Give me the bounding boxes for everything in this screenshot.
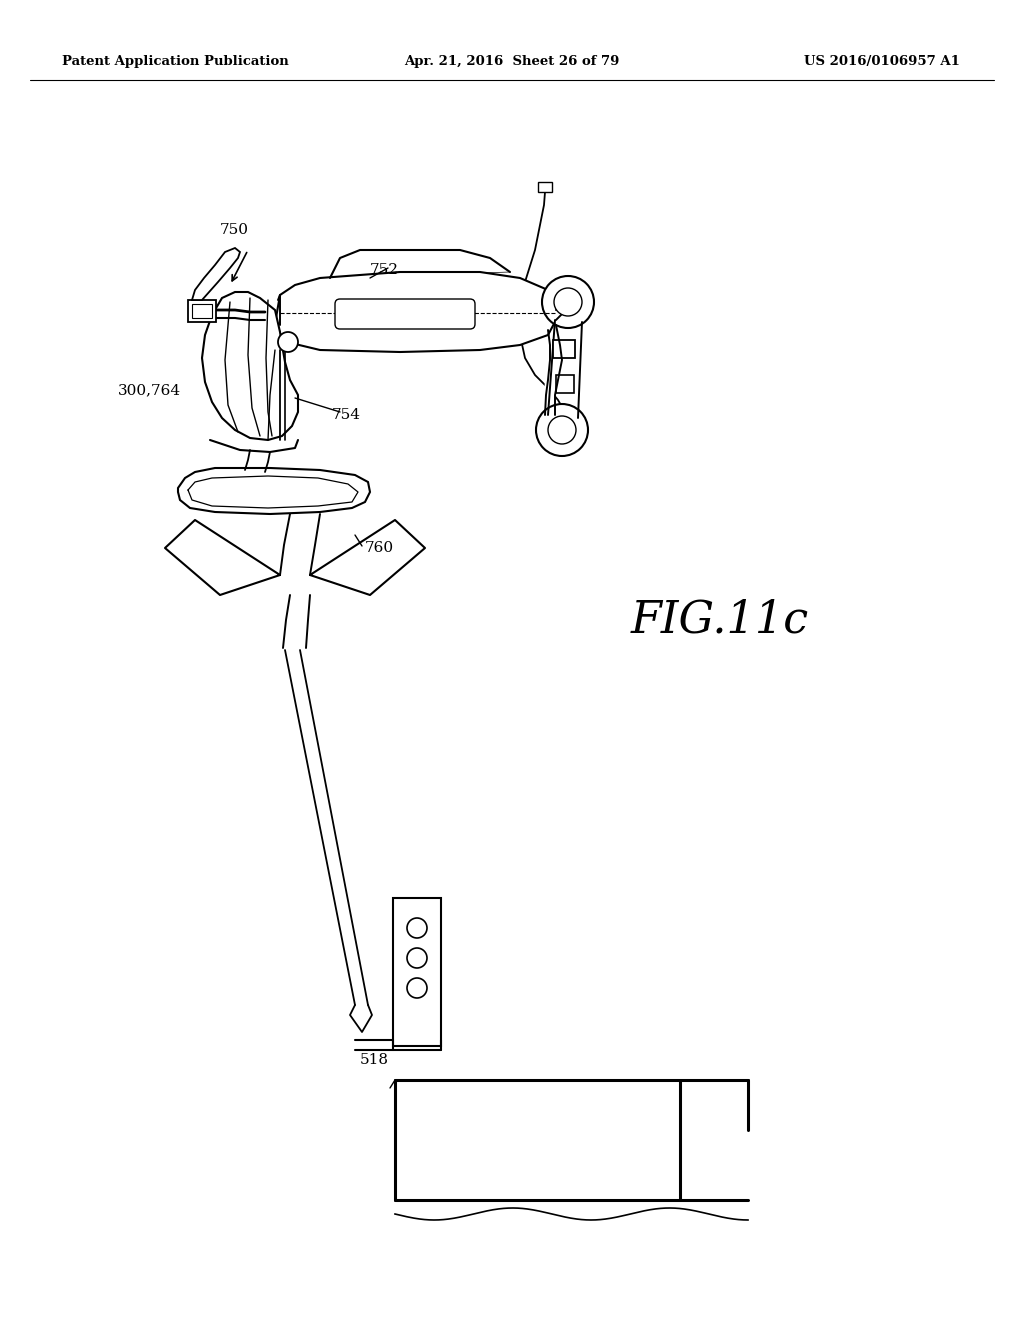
Bar: [538, 182, 552, 191]
Bar: [393, 898, 441, 1045]
Bar: [193, 304, 212, 318]
Circle shape: [278, 333, 298, 352]
Polygon shape: [202, 292, 298, 440]
Polygon shape: [178, 469, 370, 513]
Bar: [553, 341, 575, 358]
Text: FIG.11c: FIG.11c: [631, 598, 809, 642]
Circle shape: [407, 917, 427, 939]
Text: 760: 760: [365, 541, 394, 554]
Bar: [556, 375, 574, 393]
Circle shape: [536, 404, 588, 455]
Polygon shape: [193, 248, 240, 300]
Bar: [188, 300, 216, 322]
Circle shape: [407, 948, 427, 968]
Text: 752: 752: [370, 263, 399, 277]
Text: 754: 754: [332, 408, 361, 422]
Text: 300,764: 300,764: [118, 383, 181, 397]
Text: US 2016/0106957 A1: US 2016/0106957 A1: [804, 55, 961, 69]
Text: Patent Application Publication: Patent Application Publication: [62, 55, 289, 69]
Circle shape: [407, 978, 427, 998]
FancyBboxPatch shape: [335, 300, 475, 329]
Text: 518: 518: [360, 1053, 389, 1067]
Text: 750: 750: [220, 223, 249, 238]
Circle shape: [542, 276, 594, 327]
Circle shape: [554, 288, 582, 315]
Circle shape: [548, 416, 575, 444]
Text: Apr. 21, 2016  Sheet 26 of 79: Apr. 21, 2016 Sheet 26 of 79: [404, 55, 620, 69]
Polygon shape: [276, 272, 556, 352]
